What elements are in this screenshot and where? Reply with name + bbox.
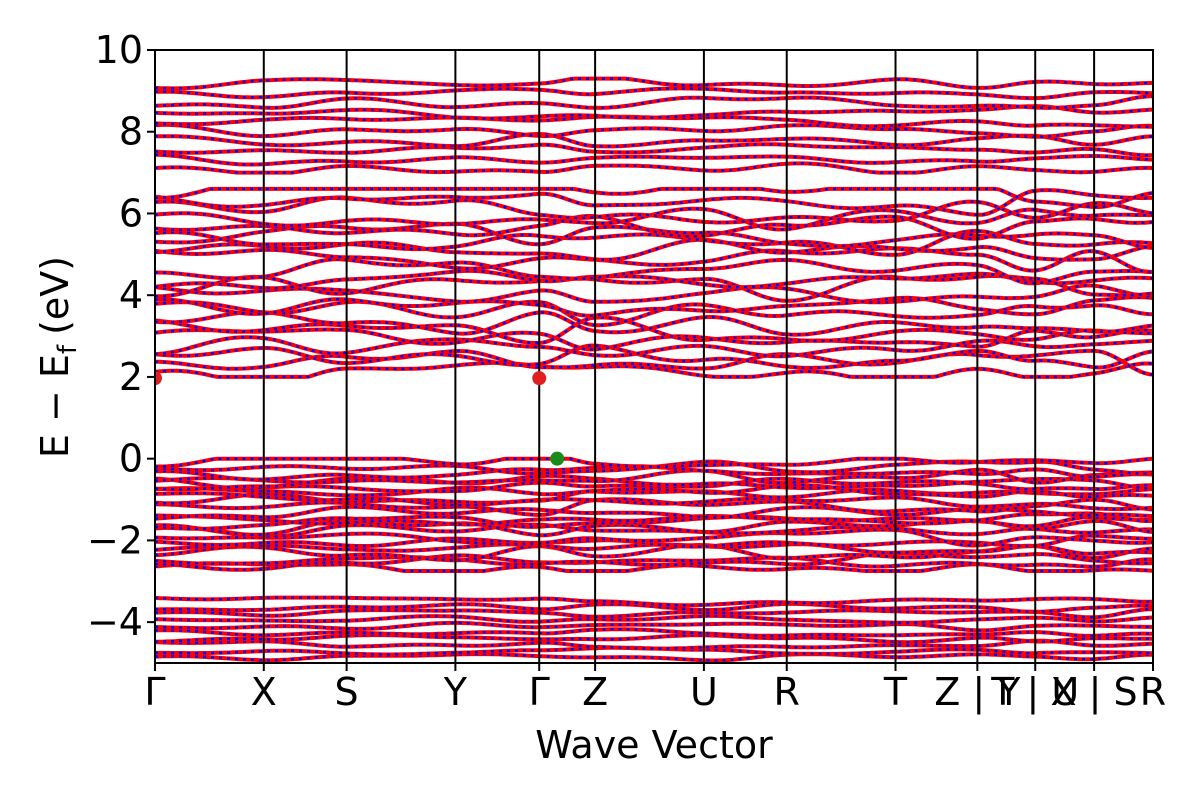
y-tick-label: −2 — [87, 518, 143, 562]
x-tick-label: Y — [443, 670, 468, 714]
band-line-red — [155, 246, 1153, 274]
y-tick-label: 8 — [119, 110, 143, 154]
band-line-red — [155, 360, 1153, 379]
y-axis-title-unit: (eV) — [33, 256, 77, 335]
band-line-red — [155, 310, 1153, 337]
band-line-blue — [155, 344, 1153, 370]
band-line-red — [155, 283, 1153, 305]
band-line-blue — [155, 104, 1153, 120]
band-line-blue — [155, 468, 1153, 485]
band-line-red — [155, 268, 1153, 291]
band-line-blue — [155, 505, 1153, 520]
band-line-blue — [155, 523, 1153, 538]
band-line-red — [155, 131, 1153, 149]
band-line-blue — [155, 652, 1153, 662]
band-line-blue — [155, 257, 1153, 285]
y-tick-label: 6 — [119, 191, 143, 235]
band-line-red — [155, 315, 1153, 345]
band-line-blue — [155, 551, 1153, 567]
x-tick-label: T — [883, 670, 908, 714]
x-tick-label: U — [690, 670, 718, 714]
y-axis-title: E − Ef (eV) — [33, 256, 83, 458]
band-line-blue — [155, 639, 1153, 650]
band-line-blue — [155, 646, 1153, 656]
band-line-blue — [155, 187, 1153, 209]
band-line-red — [155, 206, 1153, 232]
band-line-blue — [155, 621, 1153, 632]
x-tick-label: R — [1140, 670, 1166, 714]
y-tick-label: 4 — [119, 273, 143, 317]
vbm-marker — [550, 451, 565, 466]
band-line-blue — [155, 483, 1153, 498]
x-axis-title: Wave Vector — [535, 723, 773, 767]
band-line-blue — [155, 492, 1153, 511]
x-tick-label: X | S — [1051, 670, 1138, 715]
band-line-blue — [155, 607, 1153, 619]
x-tick-label: S — [335, 670, 359, 714]
band-line-red — [155, 152, 1153, 167]
band-line-blue — [155, 153, 1153, 166]
y-axis-ticks: 10 8 6 4 2 0 −2 −4 — [87, 28, 155, 644]
band-line-red — [155, 237, 1153, 262]
band-line-blue — [155, 515, 1153, 531]
cbm-marker — [155, 371, 162, 386]
y-tick-label: 0 — [119, 437, 143, 481]
band-line-blue — [155, 477, 1153, 493]
band-line-blue — [155, 335, 1153, 358]
x-tick-label: Z — [582, 670, 608, 714]
band-line-blue — [155, 115, 1153, 128]
band-line-blue — [155, 87, 1153, 100]
band-line-blue — [155, 614, 1153, 625]
band-line-blue — [155, 512, 1153, 526]
band-line-blue — [155, 596, 1153, 607]
band-line-red — [155, 299, 1153, 328]
x-tick-label: R — [774, 670, 800, 714]
band-line-blue — [155, 162, 1153, 174]
band-line-blue — [155, 123, 1153, 138]
band-line-red — [155, 161, 1153, 175]
plot-frame — [154, 49, 1154, 664]
x-tick-label: X — [251, 670, 277, 714]
band-line-red — [155, 497, 1153, 517]
y-axis-title-main: E − E — [33, 354, 77, 458]
y-tick-label: 10 — [95, 28, 143, 72]
band-line-red — [155, 527, 1153, 548]
x-tick-label: Γ — [144, 670, 165, 714]
band-lines — [155, 76, 1153, 663]
band-line-blue — [155, 628, 1153, 638]
y-axis-title-subscript: f — [53, 344, 83, 354]
y-tick-label: −4 — [87, 600, 143, 644]
band-line-blue — [155, 77, 1153, 90]
band-line-red — [155, 188, 1153, 217]
band-line-blue — [155, 464, 1153, 481]
band-line-blue — [155, 142, 1153, 157]
cbm-marker — [532, 371, 547, 386]
x-tick-label: T | U — [990, 670, 1079, 715]
band-line-blue — [155, 602, 1153, 614]
band-line-blue — [155, 474, 1153, 491]
band-line-blue — [155, 295, 1153, 318]
band-line-blue — [155, 487, 1153, 507]
band-edge-markers — [155, 371, 565, 466]
band-line-blue — [155, 229, 1153, 257]
band-line-blue — [155, 457, 1153, 469]
high-symmetry-lines — [262, 50, 1096, 663]
band-line-red — [155, 348, 1153, 377]
y-tick-label: 2 — [119, 355, 143, 399]
band-line-blue — [155, 542, 1153, 556]
band-line-blue — [155, 94, 1153, 110]
band-line-blue — [155, 554, 1153, 572]
band-line-blue — [155, 207, 1153, 231]
x-tick-label: Γ — [529, 670, 550, 714]
band-line-blue — [155, 633, 1153, 644]
band-line-red — [155, 122, 1153, 139]
band-line-blue — [155, 214, 1153, 240]
band-line-blue — [155, 328, 1153, 351]
x-tick-label: Z | Y — [934, 670, 1021, 715]
band-line-blue — [155, 274, 1153, 303]
